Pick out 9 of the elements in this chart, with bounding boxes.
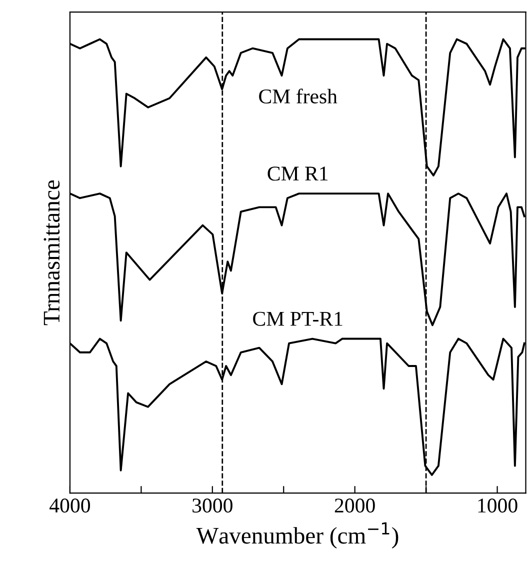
- series-label: CM PT-R1: [253, 312, 342, 326]
- x-tick-label: 1000: [478, 498, 518, 513]
- x-tick-label: 2000: [334, 498, 375, 513]
- series-label: CM R1: [268, 166, 328, 181]
- x-axis-title: Wavenumber (cm$^{−1}$): [196, 522, 398, 548]
- x-tick-label: 4000: [50, 498, 90, 513]
- x-tick-label: 3000: [192, 498, 232, 513]
- y-axis-title: Trnnasmittance: [44, 180, 60, 326]
- series-label: CM fresh: [259, 88, 338, 104]
